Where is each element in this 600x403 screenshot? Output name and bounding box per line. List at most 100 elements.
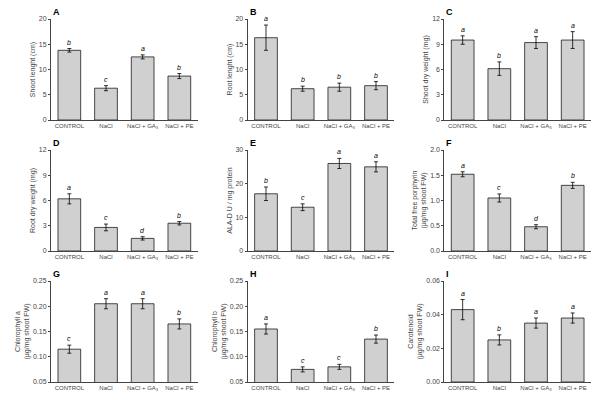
svg-text:NaCl: NaCl bbox=[493, 123, 506, 129]
svg-text:a: a bbox=[141, 289, 145, 296]
svg-text:12: 12 bbox=[39, 146, 47, 153]
svg-text:0: 0 bbox=[43, 247, 47, 254]
svg-text:CONTROL: CONTROL bbox=[55, 254, 85, 260]
svg-text:Shoot dry weight (mg): Shoot dry weight (mg) bbox=[422, 35, 430, 103]
svg-text:b: b bbox=[337, 73, 341, 80]
svg-text:3: 3 bbox=[43, 222, 47, 229]
svg-text:a: a bbox=[337, 148, 341, 155]
svg-text:0.15: 0.15 bbox=[33, 328, 47, 335]
svg-text:0.25: 0.25 bbox=[33, 277, 47, 284]
svg-text:2.0: 2.0 bbox=[430, 146, 440, 153]
svg-text:b: b bbox=[374, 325, 378, 332]
svg-text:5: 5 bbox=[43, 91, 47, 98]
svg-text:CONTROL: CONTROL bbox=[251, 123, 281, 129]
svg-text:0.15: 0.15 bbox=[230, 328, 244, 335]
svg-text:a: a bbox=[141, 45, 145, 52]
svg-text:b: b bbox=[177, 309, 181, 316]
svg-text:CONTROL: CONTROL bbox=[448, 385, 478, 391]
svg-text:12: 12 bbox=[432, 15, 440, 22]
svg-text:B: B bbox=[250, 7, 257, 17]
svg-text:0.20: 0.20 bbox=[33, 303, 47, 310]
svg-text:NaCl + PE: NaCl + PE bbox=[362, 385, 390, 391]
svg-text:NaCl + GA₃: NaCl + GA₃ bbox=[324, 123, 356, 129]
svg-text:b: b bbox=[301, 76, 305, 83]
svg-text:c: c bbox=[301, 357, 305, 364]
svg-text:d: d bbox=[534, 215, 539, 222]
svg-text:CONTROL: CONTROL bbox=[448, 123, 478, 129]
svg-text:9: 9 bbox=[43, 172, 47, 179]
svg-text:3: 3 bbox=[436, 91, 440, 98]
svg-text:NaCl + PE: NaCl + PE bbox=[362, 123, 390, 129]
svg-text:15: 15 bbox=[39, 41, 47, 48]
svg-text:NaCl + GA₃: NaCl + GA₃ bbox=[324, 385, 356, 391]
svg-text:10: 10 bbox=[235, 214, 243, 221]
svg-text:a: a bbox=[67, 184, 71, 191]
svg-text:c: c bbox=[301, 194, 305, 201]
svg-text:0.20: 0.20 bbox=[230, 303, 244, 310]
svg-text:1.5: 1.5 bbox=[430, 172, 440, 179]
svg-text:a: a bbox=[374, 152, 378, 159]
svg-text:6: 6 bbox=[436, 66, 440, 73]
svg-text:a: a bbox=[461, 26, 465, 33]
svg-text:Shoot lenght (cm): Shoot lenght (cm) bbox=[29, 42, 37, 97]
svg-text:a: a bbox=[534, 27, 538, 34]
svg-text:NaCl: NaCl bbox=[99, 123, 112, 129]
svg-text:NaCl + PE: NaCl + PE bbox=[165, 385, 193, 391]
svg-text:Root lenght (cm): Root lenght (cm) bbox=[226, 44, 234, 96]
svg-text:c: c bbox=[337, 354, 341, 361]
svg-text:NaCl + GA₃: NaCl + GA₃ bbox=[127, 123, 159, 129]
svg-text:b: b bbox=[497, 52, 501, 59]
svg-text:0.25: 0.25 bbox=[230, 277, 244, 284]
svg-text:a: a bbox=[461, 290, 465, 297]
svg-text:Total free porphyrin(μg/mg sho: Total free porphyrin(μg/mg shoot FW) bbox=[411, 170, 428, 230]
svg-text:20: 20 bbox=[235, 15, 243, 22]
svg-text:a: a bbox=[571, 22, 575, 29]
svg-text:Chlorophyll a(μg/mg shoot FW): Chlorophyll a(μg/mg shoot FW) bbox=[14, 303, 31, 359]
svg-text:b: b bbox=[264, 177, 268, 184]
svg-text:0.00: 0.00 bbox=[426, 378, 440, 385]
svg-text:c: c bbox=[104, 214, 108, 221]
svg-text:b: b bbox=[177, 212, 181, 219]
svg-text:5: 5 bbox=[239, 91, 243, 98]
svg-text:NaCl + GA₃: NaCl + GA₃ bbox=[520, 254, 552, 260]
svg-text:c: c bbox=[497, 184, 501, 191]
svg-text:0.10: 0.10 bbox=[33, 353, 47, 360]
svg-text:NaCl + GA₃: NaCl + GA₃ bbox=[127, 385, 159, 391]
svg-text:a: a bbox=[104, 289, 108, 296]
svg-text:b: b bbox=[374, 72, 378, 79]
svg-text:0: 0 bbox=[436, 116, 440, 123]
svg-text:NaCl: NaCl bbox=[99, 254, 112, 260]
svg-text:0.5: 0.5 bbox=[430, 222, 440, 229]
svg-text:0.02: 0.02 bbox=[426, 345, 440, 352]
svg-text:6: 6 bbox=[43, 197, 47, 204]
svg-text:9: 9 bbox=[436, 41, 440, 48]
svg-text:0: 0 bbox=[239, 116, 243, 123]
svg-text:NaCl: NaCl bbox=[99, 385, 112, 391]
svg-text:NaCl + GA₃: NaCl + GA₃ bbox=[324, 254, 356, 260]
svg-text:C: C bbox=[446, 7, 453, 17]
svg-text:E: E bbox=[250, 138, 256, 148]
svg-text:NaCl + GA₃: NaCl + GA₃ bbox=[127, 254, 159, 260]
svg-text:b: b bbox=[497, 325, 501, 332]
svg-text:NaCl: NaCl bbox=[296, 123, 309, 129]
svg-text:b: b bbox=[571, 172, 575, 179]
svg-text:NaCl + PE: NaCl + PE bbox=[362, 254, 390, 260]
svg-text:d: d bbox=[140, 227, 145, 234]
svg-text:c: c bbox=[104, 76, 108, 83]
svg-text:Root dry weight (mg): Root dry weight (mg) bbox=[29, 168, 37, 233]
svg-text:20: 20 bbox=[235, 180, 243, 187]
svg-text:NaCl + PE: NaCl + PE bbox=[165, 254, 193, 260]
svg-text:NaCl + PE: NaCl + PE bbox=[559, 385, 587, 391]
svg-text:H: H bbox=[250, 269, 257, 279]
svg-text:A: A bbox=[53, 7, 60, 17]
svg-text:a: a bbox=[461, 162, 465, 169]
svg-text:a: a bbox=[264, 15, 268, 22]
svg-text:0.0: 0.0 bbox=[430, 247, 440, 254]
svg-text:Chlorophyll b(μg/mg shoot FW): Chlorophyll b(μg/mg shoot FW) bbox=[211, 303, 228, 359]
svg-text:NaCl + GA₃: NaCl + GA₃ bbox=[520, 123, 552, 129]
svg-text:I: I bbox=[446, 269, 449, 279]
svg-text:CONTROL: CONTROL bbox=[448, 254, 478, 260]
svg-text:10: 10 bbox=[235, 66, 243, 73]
svg-text:F: F bbox=[446, 138, 452, 148]
svg-text:NaCl: NaCl bbox=[296, 254, 309, 260]
